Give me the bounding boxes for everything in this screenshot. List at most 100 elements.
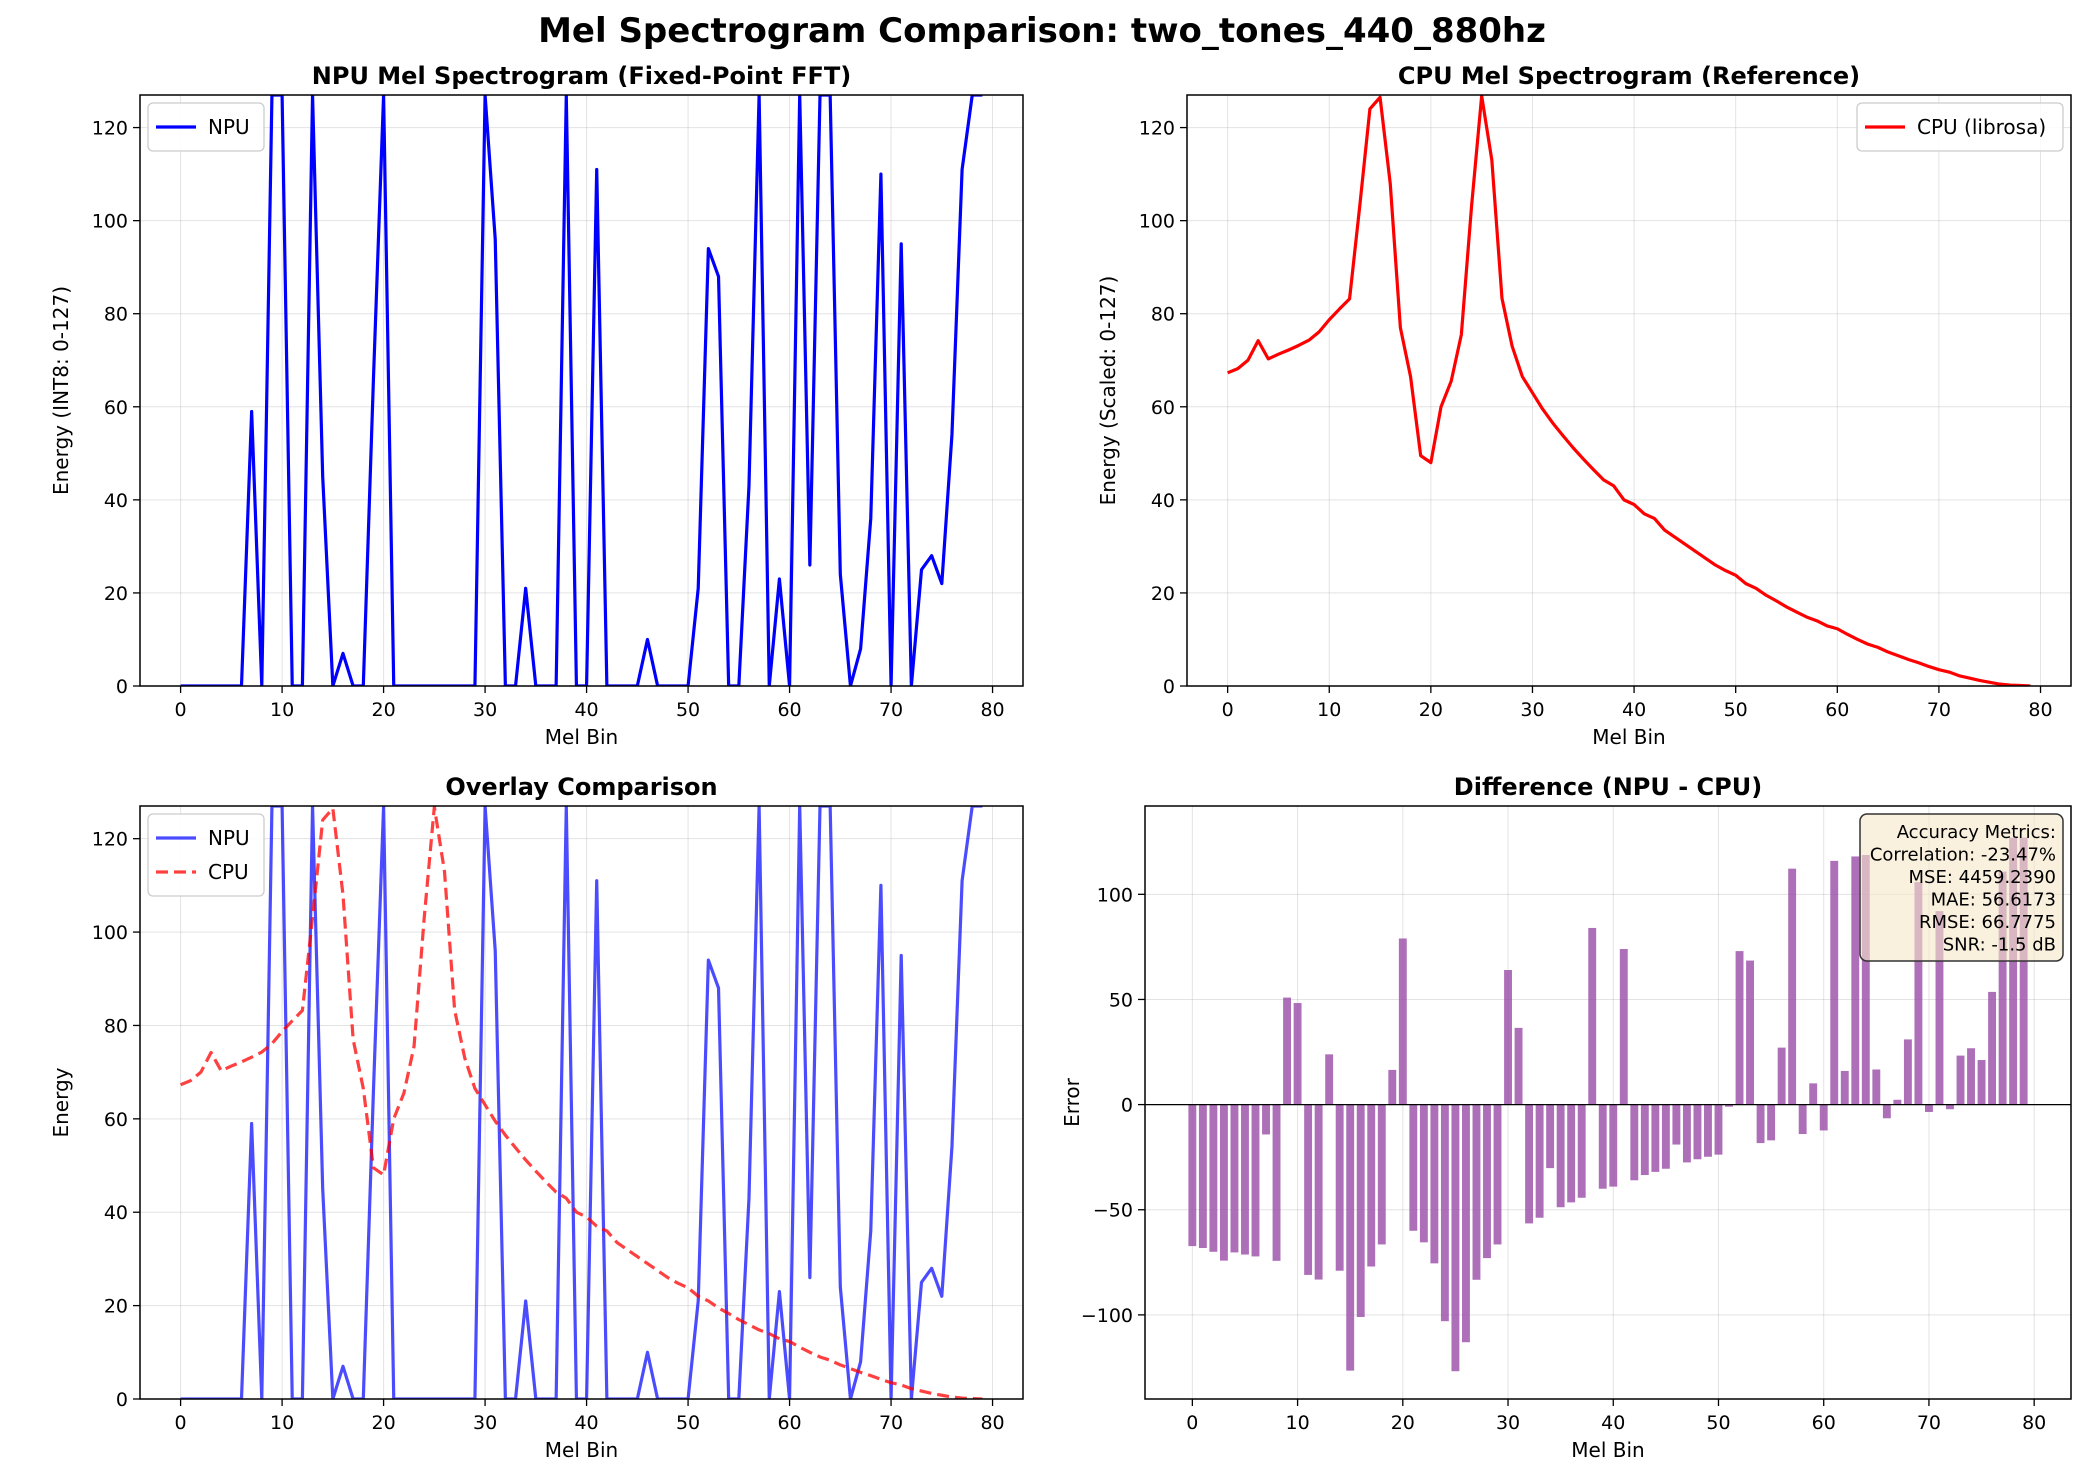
y-axis-label: Energy (INT8: 0-127) bbox=[49, 286, 73, 495]
diff-bar bbox=[1209, 1104, 1218, 1252]
legend: NPU CPU bbox=[147, 813, 265, 897]
diff-bar bbox=[1756, 1104, 1765, 1144]
plot-area bbox=[180, 95, 983, 686]
diff-bar bbox=[1903, 1039, 1912, 1105]
diff-bar bbox=[1219, 1104, 1228, 1261]
diff-bar bbox=[1798, 1104, 1807, 1135]
metrics-line: MSE: 4459.2390 bbox=[1909, 867, 2056, 888]
diff-bar bbox=[1998, 871, 2007, 1105]
diff-bar bbox=[1409, 1104, 1418, 1231]
diff-bar bbox=[1935, 911, 1944, 1105]
diff-bar bbox=[1525, 1104, 1534, 1224]
metrics-line: MAE: 56.6173 bbox=[1931, 890, 2056, 911]
diff-bar bbox=[1819, 1104, 1828, 1131]
y-tick-label: 20 bbox=[104, 1296, 128, 1318]
plot-area bbox=[179, 806, 983, 1399]
diff-bar bbox=[1314, 1104, 1323, 1280]
diff-bar bbox=[1861, 855, 1870, 1105]
series-line-npu bbox=[180, 95, 983, 686]
diff-bar bbox=[1651, 1104, 1660, 1172]
diff-bar bbox=[1356, 1104, 1365, 1317]
x-axis-label: Mel Bin bbox=[1571, 1438, 1644, 1462]
diff-bar bbox=[1840, 1070, 1849, 1105]
metrics-heading: Accuracy Metrics: bbox=[1897, 822, 2056, 843]
x-tick-label: 30 bbox=[473, 1412, 497, 1434]
y-axis-label: Energy bbox=[49, 1067, 73, 1137]
diff-bar bbox=[1661, 1104, 1670, 1169]
diff-bar bbox=[1598, 1104, 1607, 1189]
y-tick-label: −100 bbox=[1081, 1305, 1133, 1327]
diff-bar bbox=[1588, 927, 1597, 1105]
diff-bar bbox=[1556, 1104, 1565, 1208]
x-tick-label: 80 bbox=[980, 1412, 1004, 1434]
diff-bar bbox=[1630, 1104, 1639, 1181]
diff-bar bbox=[1272, 1104, 1281, 1261]
diff-bar bbox=[1809, 1083, 1818, 1105]
axes-frame bbox=[1186, 94, 2072, 687]
x-tick-label: 70 bbox=[1917, 1412, 1941, 1434]
y-tick-label: 100 bbox=[1097, 884, 1133, 906]
diff-bar bbox=[1377, 1104, 1386, 1245]
diff-bar bbox=[1577, 1104, 1586, 1198]
diff-bar bbox=[1777, 1047, 1786, 1105]
diff-bar bbox=[1704, 1104, 1712, 1157]
series-line-cpu bbox=[179, 806, 983, 1399]
x-tick-label: 30 bbox=[1496, 1412, 1520, 1434]
diff-bar bbox=[1335, 1104, 1344, 1271]
diff-bar bbox=[1367, 1104, 1376, 1267]
legend: CPU (librosa) bbox=[1856, 102, 2064, 152]
diff-bar bbox=[1504, 970, 1512, 1105]
y-tick-label: 40 bbox=[1151, 490, 1175, 512]
diff-bar bbox=[2009, 837, 2018, 1105]
diff-bar bbox=[1419, 1104, 1428, 1243]
x-tick-label: 10 bbox=[270, 699, 294, 721]
x-tick-label: 60 bbox=[777, 699, 801, 721]
y-tick-label: 100 bbox=[92, 211, 128, 233]
diff-bar bbox=[1251, 1104, 1260, 1257]
diff-bar bbox=[1388, 1069, 1397, 1105]
diff-bar bbox=[1788, 868, 1797, 1105]
x-tick-label: 80 bbox=[2028, 699, 2052, 721]
diff-bar bbox=[1483, 1104, 1491, 1259]
metrics-line: SNR: -1.5 dB bbox=[1943, 935, 2056, 956]
y-tick-label: 40 bbox=[104, 1202, 128, 1224]
x-axis-label: Mel Bin bbox=[545, 1438, 618, 1462]
x-tick-label: 60 bbox=[1812, 1412, 1836, 1434]
diff-bar bbox=[1430, 1104, 1439, 1264]
x-tick-label: 50 bbox=[676, 1412, 700, 1434]
diff-bar bbox=[1325, 1054, 1334, 1105]
diff-bar bbox=[1967, 1048, 1975, 1105]
diff-bar bbox=[1725, 1104, 1733, 1107]
diff-bar bbox=[1830, 860, 1839, 1105]
x-axis-label: Mel Bin bbox=[545, 725, 618, 749]
legend-label: CPU (librosa) bbox=[1917, 115, 2046, 139]
panel-title: Overlay Comparison bbox=[445, 773, 717, 801]
x-axis-label: Mel Bin bbox=[1592, 725, 1665, 749]
diff-bar bbox=[1893, 1099, 1902, 1105]
diff-bar bbox=[1956, 1055, 1965, 1105]
y-tick-label: 60 bbox=[1151, 397, 1175, 419]
diff-bar bbox=[1693, 1104, 1702, 1160]
y-tick-label: 100 bbox=[1139, 211, 1175, 233]
legend: NPU bbox=[147, 102, 265, 152]
diff-bar bbox=[1988, 991, 1997, 1105]
y-tick-label: 80 bbox=[1151, 304, 1175, 326]
legend-label: NPU bbox=[208, 115, 250, 139]
x-tick-label: 20 bbox=[371, 699, 395, 721]
x-tick-label: 70 bbox=[879, 699, 903, 721]
x-tick-label: 0 bbox=[175, 699, 187, 721]
y-tick-label: 0 bbox=[116, 1389, 128, 1411]
panel-title: CPU Mel Spectrogram (Reference) bbox=[1398, 62, 1860, 90]
y-tick-label: 120 bbox=[1139, 118, 1175, 140]
diff-bar bbox=[1451, 1104, 1460, 1372]
x-tick-label: 20 bbox=[371, 1412, 395, 1434]
diff-bar bbox=[1462, 1104, 1470, 1343]
diff-bar bbox=[1230, 1104, 1239, 1253]
x-tick-label: 60 bbox=[1825, 699, 1849, 721]
series-line-npu bbox=[180, 806, 983, 1399]
y-tick-label: 0 bbox=[116, 676, 128, 698]
x-tick-label: 50 bbox=[1706, 1412, 1730, 1434]
metrics-line: Correlation: -23.47% bbox=[1870, 845, 2056, 866]
x-tick-label: 30 bbox=[1520, 699, 1544, 721]
